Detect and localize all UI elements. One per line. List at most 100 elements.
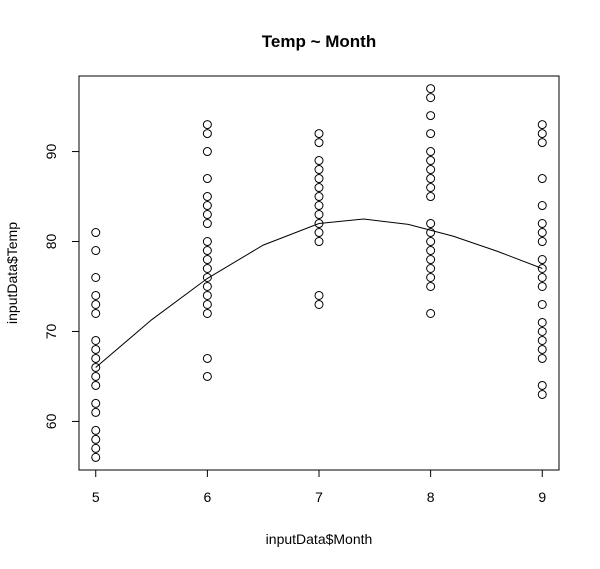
data-point [314,210,324,220]
data-point [537,174,547,184]
y-tick-label: 80 [43,234,59,250]
data-point [537,138,547,148]
data-point [91,425,101,435]
data-point [91,452,101,462]
data-point [91,344,101,354]
x-tick-label: 9 [538,489,546,505]
data-point [426,237,436,247]
data-point [91,434,101,444]
chart-title: Temp ~ Month [262,32,376,51]
data-point [202,129,212,139]
data-point [426,174,436,184]
data-point [426,183,436,193]
data-point [537,120,547,130]
data-point [426,228,436,238]
data-point [537,380,547,390]
x-tick-label: 8 [427,489,435,505]
x-tick-label: 6 [203,489,211,505]
data-point [314,156,324,166]
data-point [202,147,212,157]
data-point [537,272,547,282]
data-point [537,237,547,247]
data-point [426,93,436,103]
data-point [426,147,436,157]
data-point [537,264,547,274]
data-point [91,398,101,408]
data-point [314,129,324,139]
data-point [426,281,436,291]
x-tick-label: 7 [315,489,323,505]
data-point [91,443,101,453]
data-point [426,264,436,274]
data-point [202,201,212,211]
data-point [91,371,101,381]
data-point [91,272,101,282]
data-point [314,228,324,238]
data-point [537,335,547,345]
data-points [91,84,547,462]
data-point [314,165,324,175]
y-tick-label: 60 [43,413,59,429]
data-point [202,290,212,300]
data-point [537,326,547,336]
data-point [426,192,436,202]
data-point [91,246,101,256]
data-point [537,201,547,211]
data-point [314,237,324,247]
data-point [537,299,547,309]
x-tick-label: 5 [92,489,100,505]
data-point [202,237,212,247]
y-tick-label: 90 [43,144,59,160]
data-point [537,281,547,291]
data-point [202,308,212,318]
data-point [202,255,212,265]
data-point [91,407,101,417]
data-point [91,290,101,300]
data-point [202,246,212,256]
data-point [202,272,212,282]
data-point [426,308,436,318]
data-point [537,317,547,327]
data-point [426,165,436,175]
data-point [91,228,101,238]
data-point [314,201,324,211]
data-point [426,219,436,229]
data-point [91,335,101,345]
data-point [202,281,212,291]
data-point [426,129,436,139]
data-point [537,353,547,363]
data-point [537,129,547,139]
data-point [314,138,324,148]
data-point [426,272,436,282]
data-point [91,299,101,309]
data-point [426,156,436,166]
data-point [426,255,436,265]
data-point [202,219,212,229]
y-tick-label: 70 [43,323,59,339]
data-point [537,344,547,354]
data-point [202,299,212,309]
x-axis: 5 6 7 8 9 [92,469,546,505]
data-point [202,174,212,184]
x-axis-label: inputData$Month [266,531,373,547]
data-point [314,290,324,300]
data-point [426,111,436,121]
y-axis: 60 70 80 90 [43,144,80,429]
data-point [91,362,101,372]
data-point [537,219,547,229]
data-point [314,183,324,193]
data-point [314,174,324,184]
data-point [91,353,101,363]
data-point [202,353,212,363]
data-point [202,192,212,202]
data-point [314,192,324,202]
data-point [202,120,212,130]
data-point [202,264,212,274]
data-point [426,246,436,256]
data-point [537,255,547,265]
data-point [91,308,101,318]
data-point [91,380,101,390]
data-point [537,228,547,238]
data-point [202,371,212,381]
